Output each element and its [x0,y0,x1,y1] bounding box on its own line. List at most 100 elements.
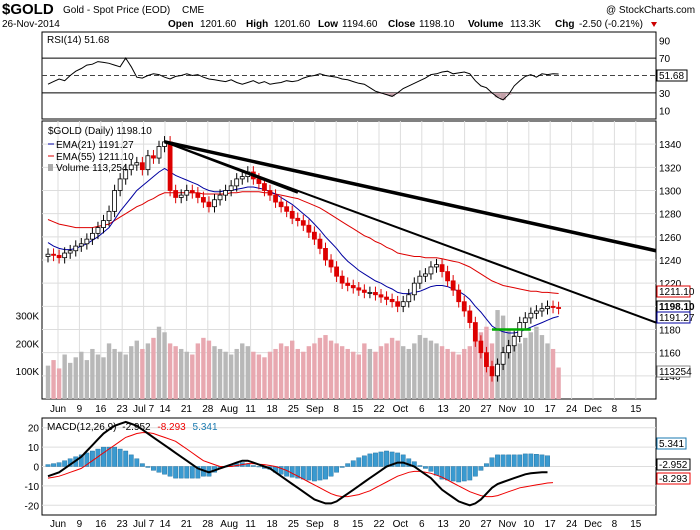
macd-x-tick-label: 27 [480,519,492,530]
candle-body [500,352,506,365]
candle-body [145,155,151,171]
volume-bar [129,346,134,399]
candle-body [73,245,79,252]
macd-hist-bar [506,454,512,467]
price-x-tick-label: 15 [352,404,364,415]
volume-bar [123,354,128,399]
volume-bar [145,343,151,399]
macd-x-tick-label: 11 [245,519,256,530]
volume-bar [301,351,306,399]
rsi-tick-label: 30 [659,89,671,100]
ema21-line [47,167,559,334]
price-x-tick-label: 24 [566,404,578,415]
volume-bar [251,351,256,399]
macd-hist-bar [189,466,195,479]
volume-bar [190,354,195,399]
price-x-tick-label: 11 [245,404,256,415]
macd-hist-bar [300,466,306,480]
price-x-tick-label: 21 [181,404,193,415]
macd-hist-bar [345,463,351,467]
macd-hist-bar [439,466,445,480]
candle-body [217,194,223,201]
volume-bar [112,348,117,399]
macd-hist-bar [367,453,373,467]
macd-hist-bar [156,466,162,473]
candle-body [123,169,129,180]
volume-bar [312,343,317,399]
volume-bar [68,362,73,399]
candle-body [151,155,156,159]
volume-bar [117,351,123,399]
volume-bar [101,357,106,399]
volume-bar [240,343,245,399]
volume-bar [534,326,539,399]
macd-tick-label: -10 [25,482,40,493]
volume-bar [334,343,339,399]
price-x-tick-label: 22 [373,404,385,415]
macd-hist-bar [373,452,378,467]
candle-body [550,305,556,308]
macd-value-tag: -2.952 [659,460,688,471]
macd-hist-bar [522,453,528,467]
candle-body [262,183,267,191]
candle-body [484,352,489,367]
candle-body [506,345,512,354]
volume-bar [206,340,212,399]
macd-label-hist: 5.341 [193,422,218,433]
macd-hist-bar [178,466,184,479]
candle-body [495,363,500,377]
price-x-tick-label: 17 [545,404,557,415]
candle-body [234,178,240,187]
volume-bar [517,343,522,399]
candle-body [128,164,134,171]
volume-bar [245,346,250,399]
macd-hist-bar [517,454,523,467]
volume-bar [339,346,345,399]
macd-hist-tag: 5.341 [659,439,684,450]
low-label: Low [318,19,338,30]
price-axis-ticks: 1340132013001280126012401220120011801160… [659,140,682,383]
ema55-line [47,191,559,294]
volume-bar [156,326,162,399]
price-x-tick-label: 10 [523,404,535,415]
price-x-tick-label: Nov [499,404,517,415]
macd-hist-bar [62,460,68,467]
candle-body [256,178,262,184]
candle-body [212,199,217,208]
volume-tick-label: 200K [16,339,40,350]
volume-bar [234,348,239,399]
price-x-tick-label: 14 [159,404,171,415]
volume-bar [134,340,139,399]
macd-hist-bar [361,455,367,467]
macd-hist-bar [84,452,90,467]
candle-body [295,217,301,222]
candle-body [528,312,534,319]
candle-body [389,298,395,303]
volume-bar [217,348,223,399]
price-x-tick-label: 9 [77,404,83,415]
macd-hist-bar [195,466,201,479]
candle-body [511,336,517,347]
macd-x-tick-label: Jul 7 [133,519,155,530]
candle-body [417,275,423,284]
macd-hist-bar [417,465,423,467]
candle-body [206,201,212,208]
macd-hist-bar [489,457,495,467]
trendline [164,140,299,194]
macd-x-tick-label: 13 [438,519,450,530]
volume-bar [428,340,434,399]
macd-hist-bar [45,464,51,467]
volume-bar [284,346,289,399]
volume-bar [373,351,378,399]
macd-hist-bar [384,450,389,467]
candle-body [101,220,106,228]
macd-hist-bar [350,460,356,467]
macd-hist-bar [317,466,323,481]
macd-x-tick-label: 17 [545,519,557,530]
candle-body [273,194,278,203]
volume-bar [456,354,461,399]
candle-body [134,162,140,166]
price-tick-label: 1300 [659,187,682,198]
macd-x-tick-label: 23 [117,519,129,530]
candle-body [278,201,284,208]
